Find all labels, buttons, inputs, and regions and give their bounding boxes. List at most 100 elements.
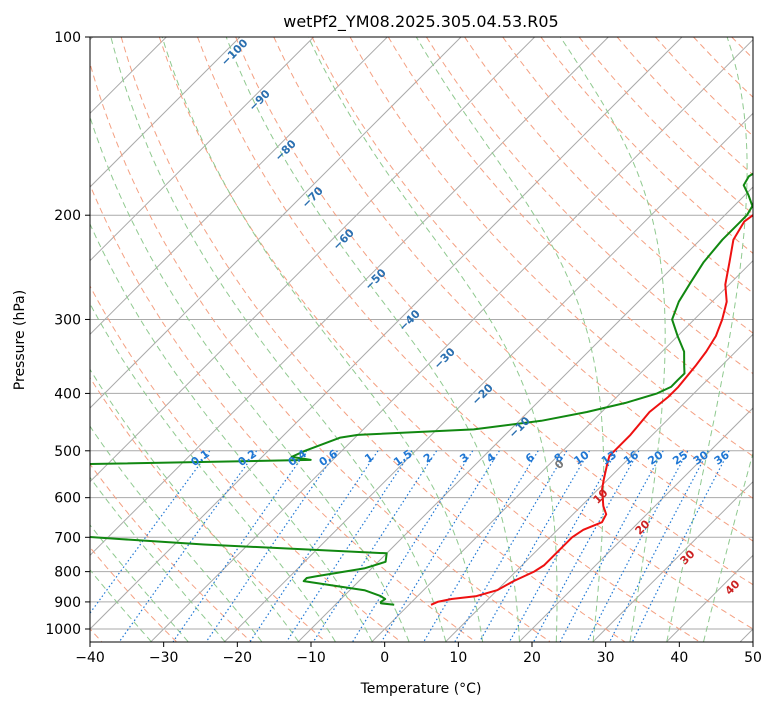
mixing-ratio-line — [423, 450, 539, 642]
x-tick-label: −20 — [223, 650, 253, 666]
mixing-ratio-line — [509, 450, 618, 642]
x-tick-label: −30 — [149, 650, 179, 666]
dry-adiabat-label: −50 — [362, 266, 389, 293]
dry-adiabat-line — [158, 37, 700, 642]
mixing-ratio-line — [90, 450, 211, 615]
dry-adiabat-label: −40 — [396, 307, 423, 334]
isotherm-line — [150, 38, 753, 642]
moist-adiabat-line — [225, 37, 520, 642]
x-tick-label: 40 — [670, 650, 688, 666]
x-tick-label: 20 — [523, 650, 541, 666]
isotherm-line — [371, 259, 753, 642]
dry-adiabat-label: −70 — [299, 184, 326, 211]
isotherm-line — [90, 37, 609, 557]
x-tick-label: 30 — [597, 650, 615, 666]
isotherm-label: 30 — [678, 547, 698, 567]
y-tick-label: 1000 — [45, 622, 81, 638]
dry-adiabat-line — [464, 37, 753, 334]
isotherm-line — [90, 37, 241, 188]
isotherm-line — [224, 112, 753, 642]
dry-adiabat-line — [90, 61, 551, 642]
moist-adiabat-line — [90, 569, 152, 642]
y-axis-title: Pressure (hPa) — [12, 290, 28, 390]
isotherm-label: 20 — [633, 517, 653, 537]
x-tick-label: −40 — [75, 650, 105, 666]
mixing-ratio-line — [172, 450, 308, 642]
plot-frame — [89, 36, 754, 643]
dry-adiabat-line — [616, 37, 753, 176]
isotherm-label: 40 — [723, 577, 743, 597]
dry-adiabat-line — [502, 37, 753, 294]
dry-adiabat-line — [540, 37, 753, 254]
x-tick-label: 50 — [744, 650, 762, 666]
temperature-line — [430, 213, 753, 606]
mixing-ratio-label: 6 — [523, 450, 537, 465]
mixing-ratio-line — [454, 450, 568, 642]
y-tick-label: 700 — [54, 530, 81, 546]
mixing-ratio-line — [119, 450, 258, 642]
x-tick-label: 10 — [449, 650, 467, 666]
isotherm-line — [90, 37, 462, 409]
dry-adiabat-label: −10 — [506, 414, 533, 441]
mixing-ratio-line — [586, 450, 689, 642]
y-tick-label: 500 — [54, 444, 81, 460]
isotherm-line — [90, 37, 315, 262]
mixing-ratio-line — [609, 450, 709, 642]
dry-adiabat-line — [770, 37, 775, 642]
dry-adiabat-label: −20 — [469, 381, 496, 408]
mixing-ratio-line — [381, 450, 500, 642]
moist-adiabat-line — [90, 368, 299, 642]
moist-adiabat-line — [110, 37, 447, 642]
moist-adiabat-line — [307, 37, 558, 642]
line-labels: 0.1 0.2 0.4 0.6 1 1.5 2 3 4 6 8 10 13 16 20 25 30 36−100−… — [188, 36, 743, 598]
dry-adiabat-line — [311, 37, 753, 499]
mixing-ratio-line — [249, 450, 379, 642]
dry-adiabat-line — [349, 37, 753, 457]
isotherm-line — [90, 37, 388, 336]
dry-adiabat-line — [273, 37, 753, 542]
dry-adiabat-label: −30 — [431, 345, 458, 372]
mixing-ratio-line — [559, 450, 664, 642]
dry-adiabat-line — [120, 37, 625, 642]
dry-adiabat-label: −60 — [330, 226, 357, 253]
mixing-ratio-line — [632, 450, 730, 642]
y-tick-label: 200 — [54, 208, 81, 224]
moist-adiabat-line — [415, 37, 605, 642]
isotherm-line — [519, 407, 753, 642]
dry-adiabat-line — [90, 376, 327, 642]
chart-title: wetPf2_YM08.2025.305.04.53.R05 — [283, 12, 558, 32]
isotherm-line — [592, 480, 753, 642]
mixing-ratio-line — [479, 450, 591, 642]
mixing-ratio-line — [313, 450, 438, 642]
moist-adiabat-line — [703, 451, 753, 642]
mixing-ratio-line — [205, 450, 338, 642]
dry-adiabat-line — [197, 37, 753, 630]
moist-adiabat-line — [90, 222, 373, 642]
isotherm-line — [90, 37, 536, 483]
x-axis-title: Temperature (°C) — [360, 681, 482, 697]
y-tick-label: 800 — [54, 565, 81, 581]
sounding-series — [90, 172, 753, 606]
isotherm-line — [666, 554, 753, 642]
mixing-ratio-line — [286, 450, 413, 642]
mixing-ratio-line — [352, 450, 474, 642]
dry-adiabat-label: −90 — [246, 87, 273, 114]
moist-adiabat-line — [161, 37, 484, 642]
dry-adiabat-line — [387, 37, 753, 416]
mixing-ratio-label: 3 — [457, 451, 471, 466]
x-tick-label: −10 — [296, 650, 326, 666]
moist-adiabat-line — [559, 37, 666, 642]
dry-adiabat-line — [693, 37, 753, 98]
moist-adiabat-line — [666, 37, 748, 642]
background-lines — [90, 37, 775, 642]
mixing-ratio-label: 4 — [484, 450, 498, 465]
moist-adiabat-line — [90, 425, 262, 642]
moist-adiabat-line — [90, 115, 410, 642]
dry-adiabat-label: −100 — [219, 36, 251, 68]
y-tick-label: 600 — [54, 491, 81, 507]
moist-adiabat-line — [90, 524, 189, 642]
y-tick-label: 400 — [54, 386, 81, 402]
y-tick-label: 100 — [54, 30, 81, 46]
isotherm-line — [445, 333, 753, 642]
